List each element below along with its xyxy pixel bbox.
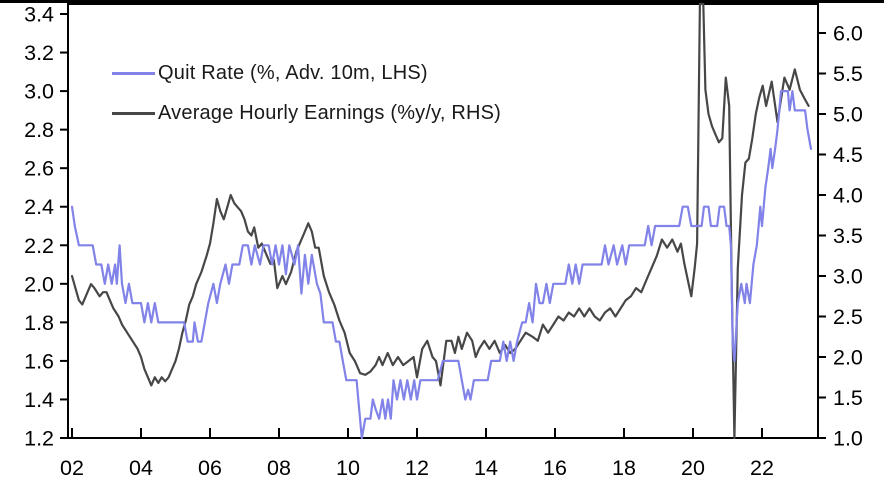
left-axis-tick-label: 3.2 bbox=[24, 41, 54, 65]
series-line-quit-rate bbox=[70, 89, 813, 440]
quit-rate-line-swatch bbox=[112, 71, 155, 75]
x-axis-tick-label: 10 bbox=[336, 456, 360, 480]
right-axis-tick-label: 3.0 bbox=[833, 265, 863, 289]
left-axis-tick-label: 3.4 bbox=[24, 3, 54, 27]
x-axis-tick-label: 02 bbox=[60, 456, 84, 480]
legend-label-quit-rate: Quit Rate (%, Adv. 10m, LHS) bbox=[158, 61, 428, 84]
x-axis-tick-label: 14 bbox=[474, 456, 498, 480]
left-axis-tick-label: 1.4 bbox=[24, 388, 54, 412]
left-axis-tick-label: 2.6 bbox=[24, 157, 54, 181]
right-axis-tick-label: 5.5 bbox=[833, 62, 863, 86]
right-axis-tick-label: 2.5 bbox=[833, 305, 863, 329]
right-axis-tick-label: 1.5 bbox=[833, 386, 863, 410]
right-axis-tick-label: 2.0 bbox=[833, 346, 863, 370]
left-axis-tick-label: 1.6 bbox=[24, 349, 54, 373]
left-axis-tick-label: 1.2 bbox=[24, 427, 54, 451]
right-axis-tick-label: 6.0 bbox=[833, 22, 863, 46]
plot-frame bbox=[67, 3, 819, 439]
x-axis-tick-label: 06 bbox=[198, 456, 222, 480]
figure-top-border bbox=[0, 0, 884, 3]
left-axis-tick-label: 2.0 bbox=[24, 272, 54, 296]
left-axis-tick-label: 2.8 bbox=[24, 118, 54, 142]
right-axis-tick-label: 1.0 bbox=[833, 427, 863, 451]
chart-legend: Quit Rate (%, Adv. 10m, LHS) Average Hou… bbox=[112, 58, 501, 138]
left-axis-tick-label: 2.4 bbox=[24, 195, 54, 219]
legend-item-quit-rate: Quit Rate (%, Adv. 10m, LHS) bbox=[112, 58, 501, 88]
legend-label-ahe: Average Hourly Earnings (%y/y, RHS) bbox=[158, 101, 502, 124]
right-axis-tick-label: 4.0 bbox=[833, 184, 863, 208]
ahe-line-swatch bbox=[112, 111, 155, 115]
legend-item-ahe: Average Hourly Earnings (%y/y, RHS) bbox=[112, 98, 501, 128]
x-axis-tick-label: 04 bbox=[129, 456, 153, 480]
right-axis-tick-label: 5.0 bbox=[833, 103, 863, 127]
right-axis-tick-label: 3.5 bbox=[833, 224, 863, 248]
x-axis-tick-label: 16 bbox=[543, 456, 567, 480]
x-axis-tick-label: 12 bbox=[405, 456, 429, 480]
left-axis-tick-label: 1.8 bbox=[24, 311, 54, 335]
right-axis-tick-label: 4.5 bbox=[833, 143, 863, 167]
left-axis-tick-label: 3.0 bbox=[24, 80, 54, 104]
series-line-average-hourly-earnings bbox=[70, 2, 810, 440]
x-axis-tick-label: 20 bbox=[681, 456, 705, 480]
x-axis-tick-label: 18 bbox=[612, 456, 636, 480]
x-axis-tick-label: 08 bbox=[267, 456, 291, 480]
left-axis-tick-label: 2.2 bbox=[24, 234, 54, 258]
x-axis-tick-label: 22 bbox=[750, 456, 774, 480]
